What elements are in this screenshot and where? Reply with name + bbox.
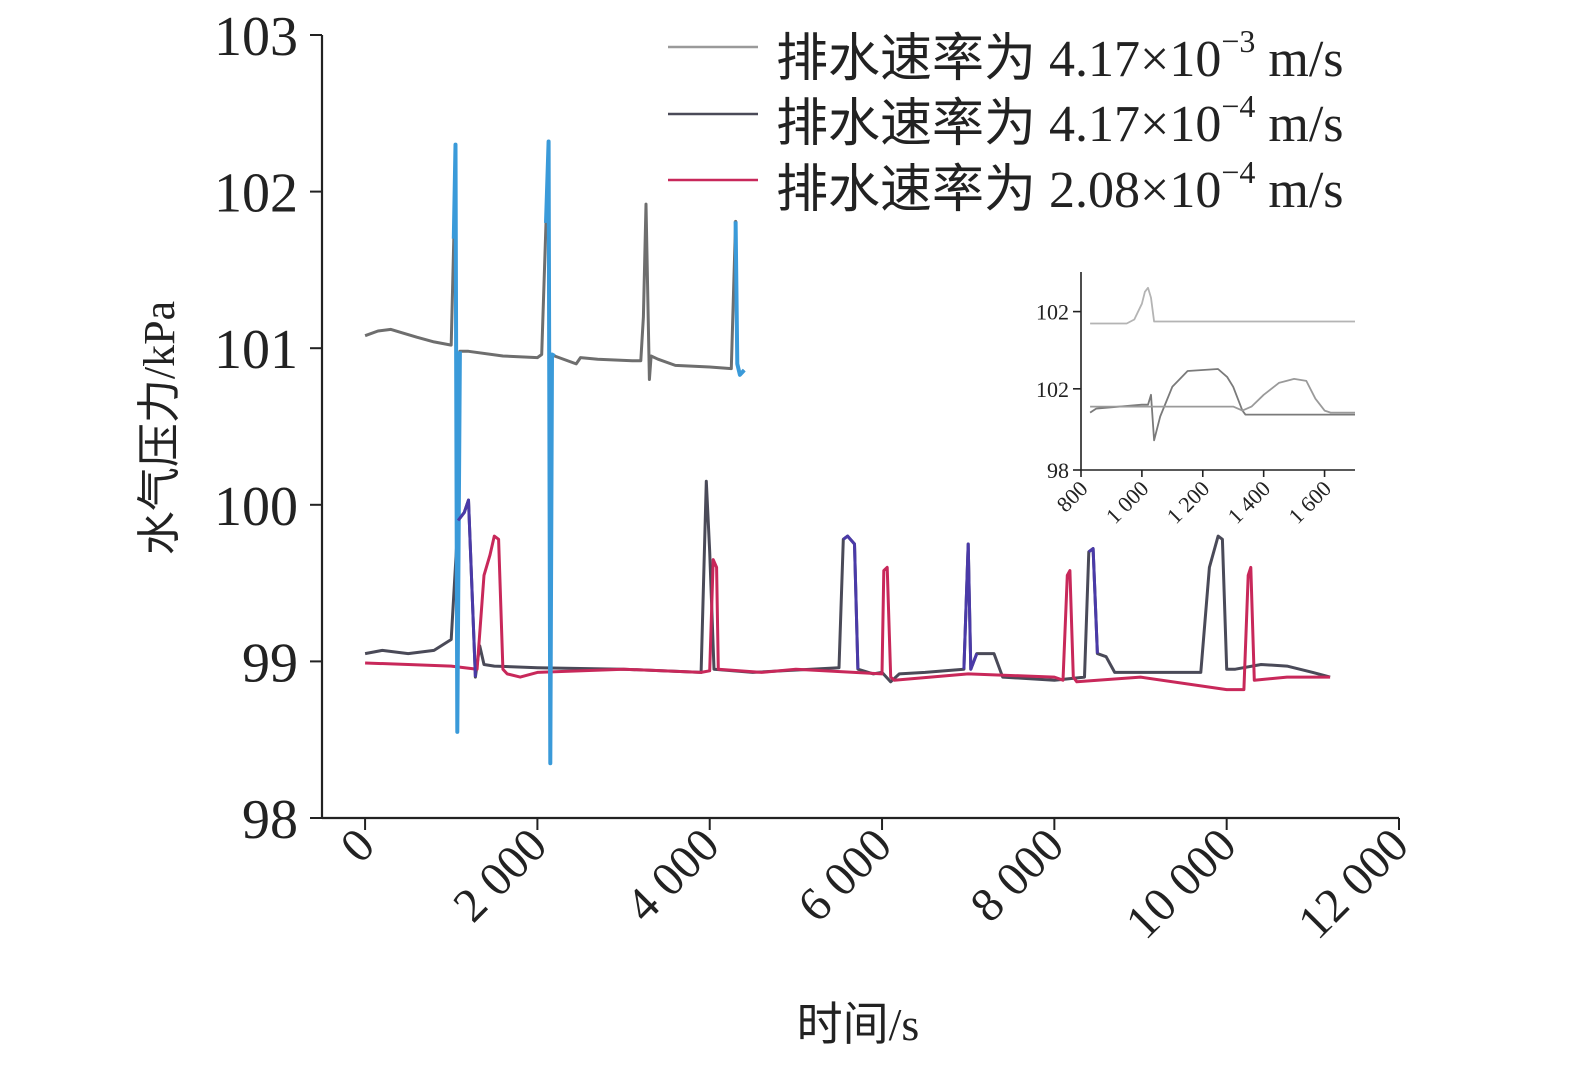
series-highlight	[544, 139, 556, 766]
inset-series-3-line	[1090, 377, 1355, 414]
series-highlight	[733, 221, 746, 377]
x-tick-label: 10 000	[1116, 818, 1247, 949]
y-tick-label: 100	[214, 476, 298, 538]
inset-x-tick-label: 1 600	[1283, 476, 1336, 529]
y-tick-label: 102	[214, 163, 298, 225]
inset-x-tick-label: 1 000	[1101, 476, 1154, 529]
inset-series-1-line	[1090, 286, 1355, 325]
series-3-line	[365, 534, 1331, 692]
series-1-line	[364, 140, 746, 765]
legend-entry: 排水速率为 4.17×10−3 m/s	[668, 23, 1344, 88]
series-highlight	[1087, 547, 1099, 654]
y-tick-label: 99	[242, 632, 298, 694]
x-tick-label: 12 000	[1288, 818, 1419, 949]
main-series-group	[364, 139, 1331, 766]
series-highlight	[456, 498, 477, 678]
x-tick-label: 2 000	[443, 818, 557, 932]
x-axis-label: 时间/s	[797, 999, 920, 1050]
legend-label: 排水速率为 4.17×10−3 m/s	[776, 23, 1344, 88]
y-tick-label: 103	[214, 6, 298, 68]
y-tick-label: 98	[242, 789, 298, 851]
inset-y-tick-label: 102	[1036, 377, 1069, 402]
legend-entry: 排水速率为 2.08×10−4 m/s	[668, 154, 1344, 219]
series-highlight	[962, 542, 979, 671]
x-tick-label: 4 000	[616, 818, 730, 932]
legend: 排水速率为 4.17×10−3 m/s 排水速率为 4.17×10−4 m/s …	[668, 23, 1344, 219]
legend-entry: 排水速率为 4.17×10−4 m/s	[668, 88, 1344, 153]
inset-y-tick-label: 98	[1047, 458, 1069, 483]
x-tick-label: 0	[330, 818, 384, 872]
legend-label: 排水速率为 4.17×10−4 m/s	[776, 88, 1344, 153]
legend-label: 排水速率为 2.08×10−4 m/s	[776, 154, 1344, 219]
inset-x-tick-label: 1 400	[1223, 476, 1276, 529]
y-tick-label: 101	[214, 319, 298, 381]
y-axis-label: 水气压力/kPa	[135, 301, 184, 555]
inset-x-tick-label: 1 200	[1162, 476, 1215, 529]
inset-series-2-line	[1089, 368, 1355, 442]
series-highlight	[842, 534, 860, 670]
x-tick-label: 8 000	[960, 818, 1074, 932]
inset-y-tick-label: 102	[1036, 300, 1069, 325]
series-highlight	[451, 142, 462, 734]
x-tick-label: 6 000	[788, 818, 902, 932]
